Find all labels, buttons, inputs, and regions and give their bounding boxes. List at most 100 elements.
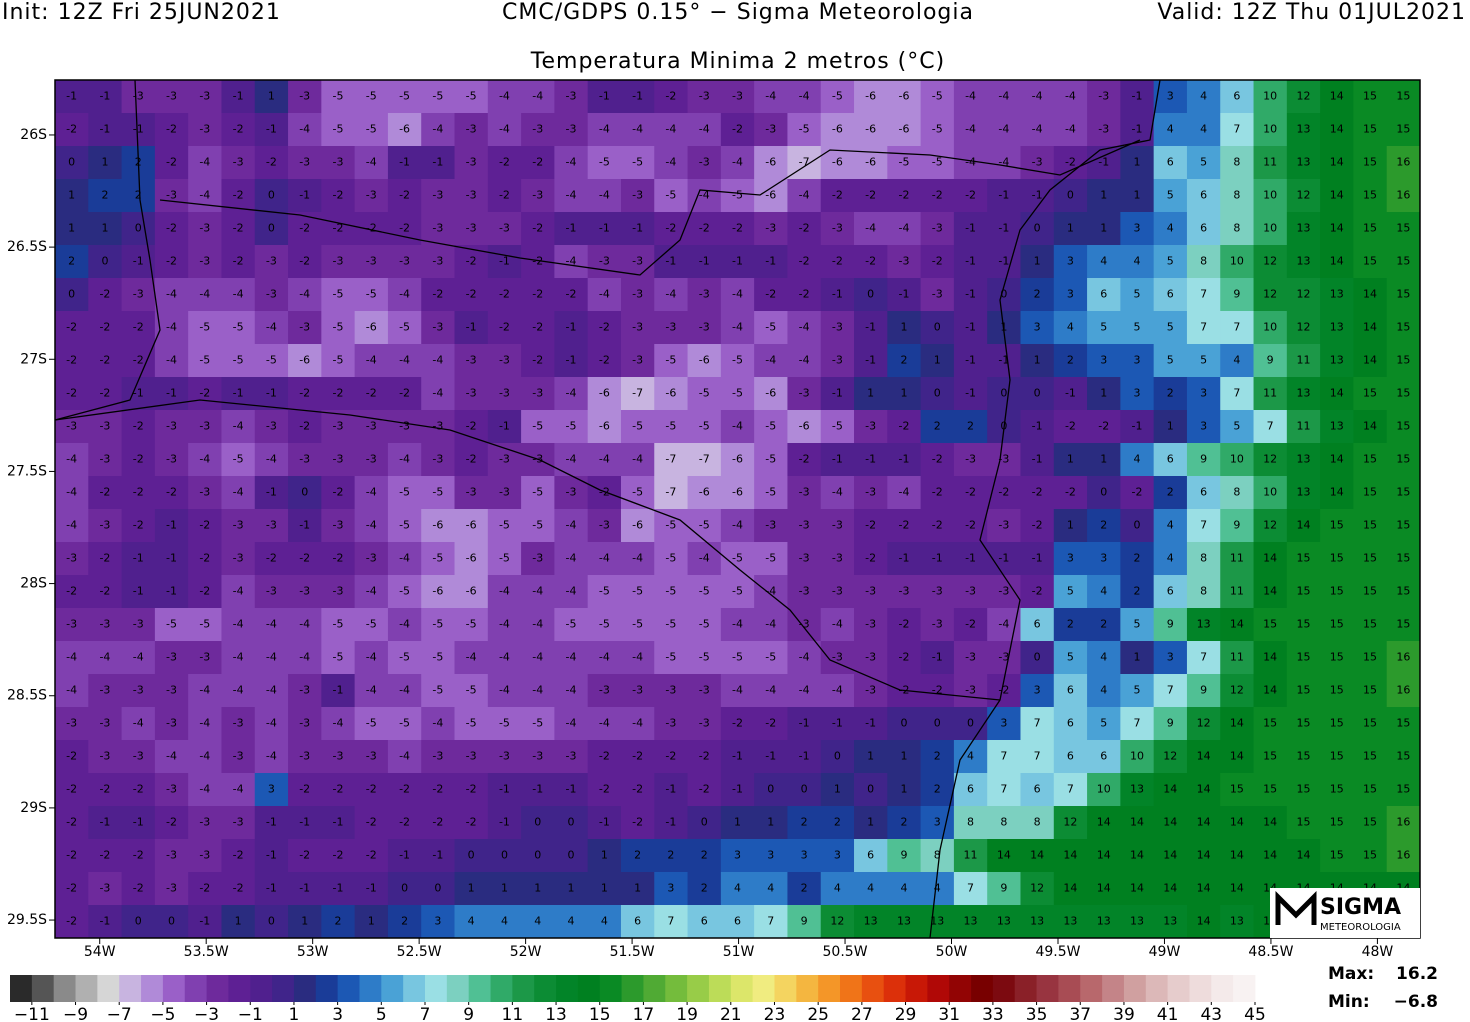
colorbar-label: 13 xyxy=(545,1005,567,1022)
field-value: -2 xyxy=(599,783,610,796)
field-cell xyxy=(1087,179,1121,213)
field-value: 5 xyxy=(1067,585,1074,598)
field-value: 0 xyxy=(701,816,708,829)
colorbar-label: 39 xyxy=(1113,1005,1135,1022)
field-cell xyxy=(1253,707,1288,741)
field-cell xyxy=(754,674,788,708)
field-value: -6 xyxy=(699,354,710,367)
colorbar-label: 35 xyxy=(1026,1005,1048,1022)
field-value: -1 xyxy=(133,552,144,565)
field-value: -5 xyxy=(333,321,344,334)
field-cell xyxy=(221,113,256,147)
field-cell xyxy=(554,245,589,279)
field-cell xyxy=(188,80,222,114)
field-cell xyxy=(820,80,855,114)
colorbar-box xyxy=(381,975,404,1002)
field-cell xyxy=(1253,80,1288,114)
field-value: 6 xyxy=(734,915,741,928)
field-cell xyxy=(188,212,222,246)
field-value: -3 xyxy=(333,750,344,763)
field-value: -2 xyxy=(133,849,144,862)
field-cell xyxy=(953,839,988,873)
colorbar-box xyxy=(228,975,251,1002)
field-cell xyxy=(953,179,988,213)
field-value: -4 xyxy=(399,453,410,466)
field-cell xyxy=(1353,410,1388,444)
field-value: -2 xyxy=(333,849,344,862)
field-cell xyxy=(920,608,955,642)
field-value: 3 xyxy=(667,882,674,895)
field-value: -3 xyxy=(832,222,843,235)
field-cell xyxy=(887,641,922,675)
field-cell xyxy=(587,113,622,147)
field-cell xyxy=(687,839,722,873)
y-tick-label: 28S xyxy=(20,576,47,592)
field-value: 15 xyxy=(1330,849,1344,862)
field-value: -3 xyxy=(665,684,676,697)
field-cell xyxy=(1186,707,1221,741)
colorbar-label: 9 xyxy=(463,1005,474,1022)
field-cell xyxy=(1053,311,1088,345)
field-cell xyxy=(421,905,456,939)
field-cell xyxy=(254,443,289,477)
field-cell xyxy=(354,212,389,246)
field-value: 15 xyxy=(1363,156,1377,169)
field-cell xyxy=(1353,773,1388,807)
field-value: -3 xyxy=(166,849,177,862)
field-value: 4 xyxy=(1167,123,1174,136)
field-value: -2 xyxy=(266,552,277,565)
field-cell xyxy=(920,674,955,708)
field-value: -4 xyxy=(732,321,743,334)
field-value: 15 xyxy=(1330,750,1344,763)
field-value: -4 xyxy=(299,288,310,301)
field-value: -4 xyxy=(499,618,510,631)
field-cell xyxy=(288,179,322,213)
field-cell xyxy=(88,344,123,378)
field-cell xyxy=(754,806,788,840)
field-value: -2 xyxy=(566,288,577,301)
field-value: 15 xyxy=(1363,189,1377,202)
field-cell xyxy=(1320,641,1354,675)
field-cell xyxy=(754,146,788,180)
field-value: -2 xyxy=(66,783,77,796)
field-cell xyxy=(953,905,988,939)
field-cell xyxy=(487,410,522,444)
field-cell xyxy=(1153,806,1188,840)
field-value: 1 xyxy=(867,750,874,763)
field-value: 4 xyxy=(900,882,907,895)
field-cell xyxy=(953,344,988,378)
field-cell xyxy=(387,212,422,246)
field-cell xyxy=(521,509,555,543)
field-cell xyxy=(1087,344,1121,378)
field-value: 0 xyxy=(1034,651,1041,664)
field-value: -3 xyxy=(66,618,77,631)
field-cell xyxy=(587,212,622,246)
colorbar-box xyxy=(162,975,186,1002)
field-cell xyxy=(1087,146,1121,180)
colorbar-label: 11 xyxy=(502,1005,524,1022)
field-cell xyxy=(121,905,156,939)
field-cell xyxy=(288,773,322,807)
field-cell xyxy=(1120,839,1155,873)
field-cell xyxy=(987,113,1021,147)
field-value: 7 xyxy=(1267,420,1274,433)
field-cell xyxy=(920,146,955,180)
field-value: -1 xyxy=(965,255,976,268)
field-cell xyxy=(854,641,888,675)
field-cell xyxy=(987,641,1021,675)
field-value: 5 xyxy=(1167,189,1174,202)
field-value: -5 xyxy=(266,354,277,367)
field-value: 14 xyxy=(1330,189,1344,202)
field-value: 15 xyxy=(1263,783,1277,796)
field-value: 3 xyxy=(1134,387,1141,400)
field-cell xyxy=(1386,839,1421,873)
field-cell xyxy=(387,839,422,873)
field-cell xyxy=(55,773,89,807)
field-value: 14 xyxy=(1097,816,1111,829)
colorbar-box xyxy=(840,975,863,1002)
field-value: 15 xyxy=(1363,783,1377,796)
field-value: 13 xyxy=(864,915,878,928)
field-cell xyxy=(1153,245,1188,279)
field-cell xyxy=(987,476,1021,510)
colorbar-label: 5 xyxy=(376,1005,387,1022)
